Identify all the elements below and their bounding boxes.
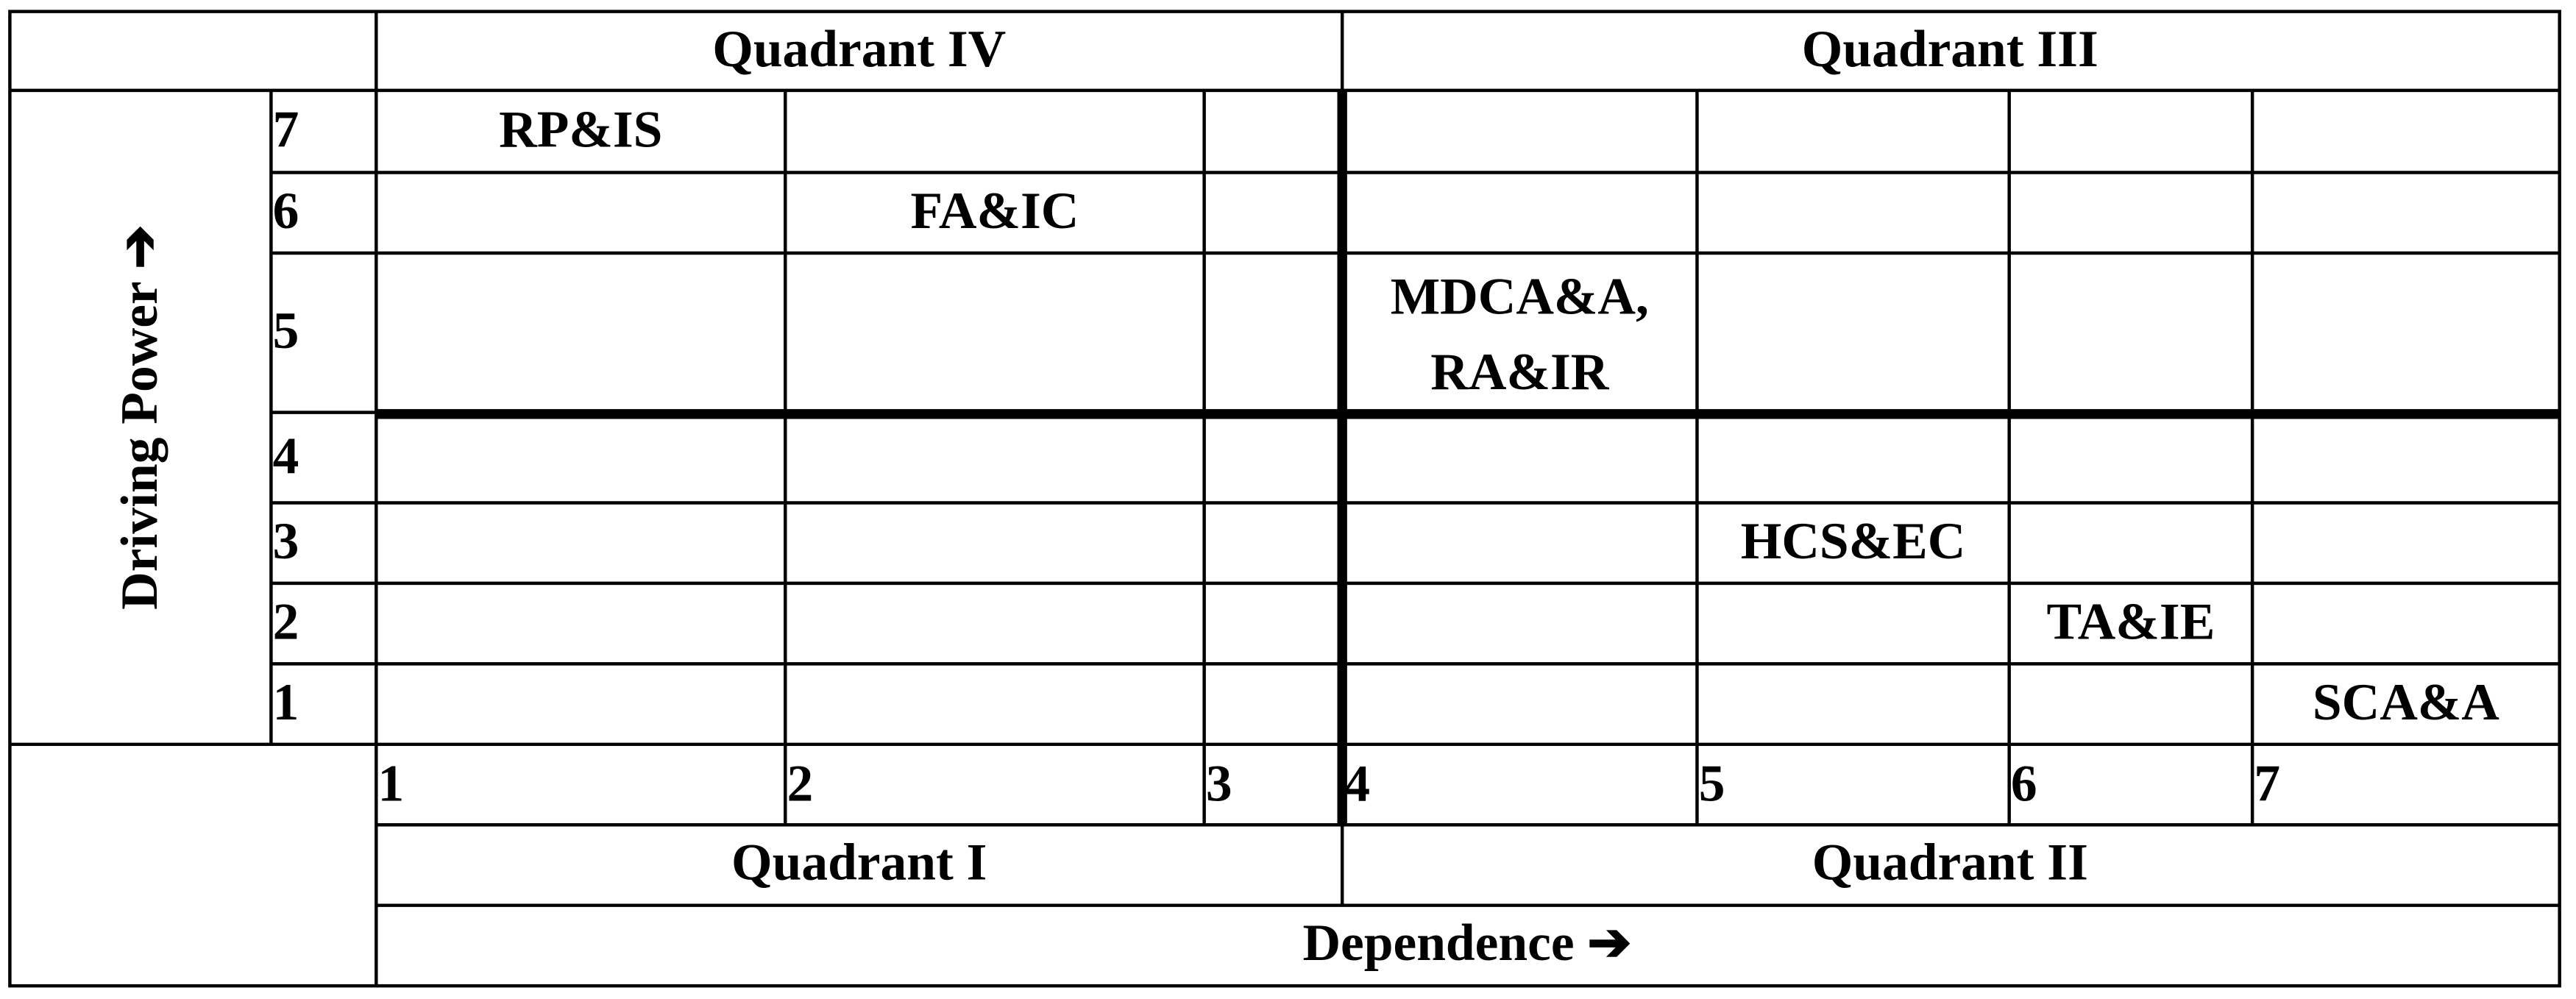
- row-label: 3: [273, 512, 299, 570]
- row-label: 6: [273, 182, 299, 240]
- quadrant-label: Quadrant III: [1802, 20, 2098, 78]
- row-label: 7: [273, 101, 299, 159]
- row-label: 2: [273, 592, 299, 650]
- outer-border: [8, 10, 2561, 988]
- x-axis-label: Dependence ➔: [1302, 914, 1631, 972]
- factor-label: FA&IC: [911, 182, 1079, 240]
- column-label: 3: [1206, 755, 1232, 813]
- column-label: 5: [1699, 755, 1725, 813]
- row-label: 4: [273, 427, 299, 485]
- factor-label: SCA&A: [2313, 673, 2499, 731]
- column-label: 1: [378, 755, 405, 813]
- quadrant-label: Quadrant IV: [712, 20, 1006, 78]
- column-label: 6: [2011, 755, 2037, 813]
- column-label: 2: [787, 755, 814, 813]
- quadrant-label: Quadrant II: [1812, 833, 2088, 892]
- factor-label: RP&IS: [499, 101, 662, 159]
- factor-label: MDCA&A,: [1391, 267, 1649, 325]
- factor-label: RA&IR: [1430, 343, 1609, 401]
- y-axis-label: Driving Power ➔: [110, 225, 168, 610]
- column-label: 7: [2254, 755, 2280, 813]
- row-label: 5: [273, 302, 299, 360]
- row-label: 1: [273, 673, 299, 731]
- column-label: 4: [1344, 755, 1370, 813]
- factor-label: TA&IE: [2046, 592, 2215, 650]
- factor-label: HCS&EC: [1741, 512, 1966, 570]
- quadrant-label: Quadrant I: [731, 833, 987, 892]
